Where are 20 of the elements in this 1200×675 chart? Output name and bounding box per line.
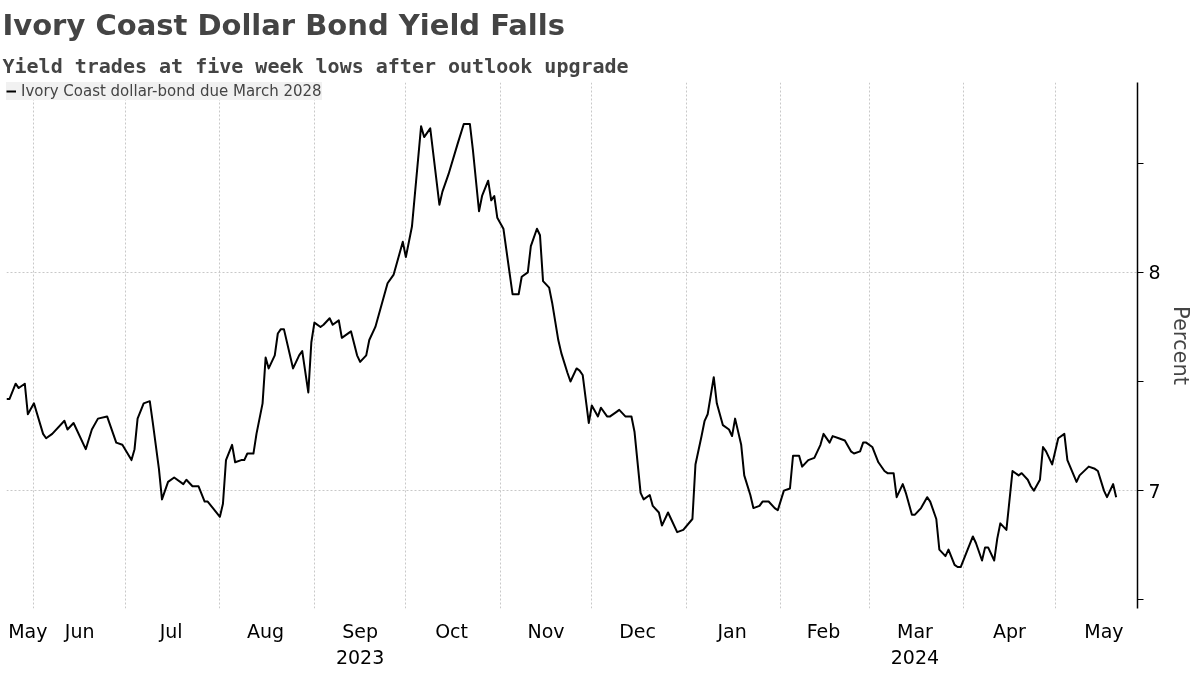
x-tick-label: Aug bbox=[247, 619, 285, 642]
y-tick-label: 8 bbox=[1148, 261, 1161, 284]
x-tick-label: Jun bbox=[63, 619, 95, 642]
x-tick-label: May bbox=[8, 619, 48, 642]
line-series bbox=[6, 122, 1118, 569]
y-axis-title: Percent bbox=[1168, 305, 1193, 386]
chart-subtitle: Yield trades at five week lows after outlook upgrade bbox=[2, 53, 629, 78]
x-tick-label: Dec bbox=[619, 619, 656, 642]
x-tick-label: Jul bbox=[158, 619, 183, 642]
chart-title: Ivory Coast Dollar Bond Yield Falls bbox=[2, 7, 566, 42]
legend-label: Ivory Coast dollar-bond due March 2028 bbox=[21, 82, 322, 100]
x-tick-label: Feb bbox=[806, 619, 841, 642]
x-tick-label: Jan bbox=[716, 619, 747, 642]
x-tick-label: Apr bbox=[993, 619, 1027, 642]
x-tick-label: Oct bbox=[435, 619, 469, 642]
x-tick-label: May bbox=[1084, 619, 1124, 642]
x-tick-label: Mar 2024 bbox=[890, 619, 940, 668]
y-tick-label: 7 bbox=[1148, 479, 1161, 502]
x-tick-label: Sep 2023 bbox=[335, 619, 385, 668]
x-tick-label: Nov bbox=[527, 619, 565, 642]
